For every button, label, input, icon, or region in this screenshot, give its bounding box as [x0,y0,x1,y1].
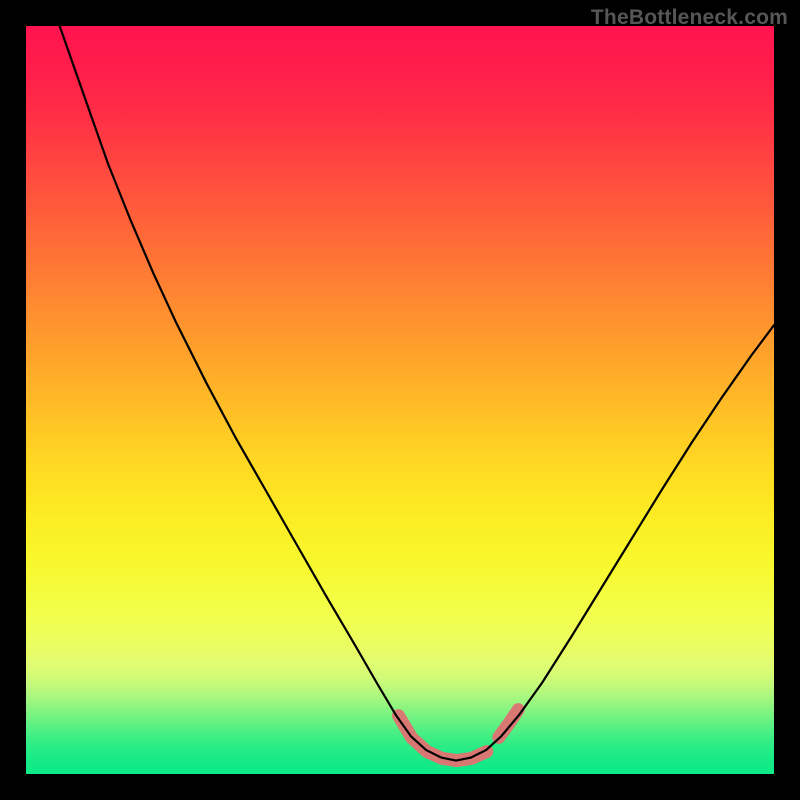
bottleneck-curve [60,26,774,761]
chart-frame: TheBottleneck.com [0,0,800,800]
plot-svg [26,26,774,774]
highlight-segment [499,710,518,738]
highlight-stroke [399,710,519,761]
watermark-text: TheBottleneck.com [591,6,788,30]
